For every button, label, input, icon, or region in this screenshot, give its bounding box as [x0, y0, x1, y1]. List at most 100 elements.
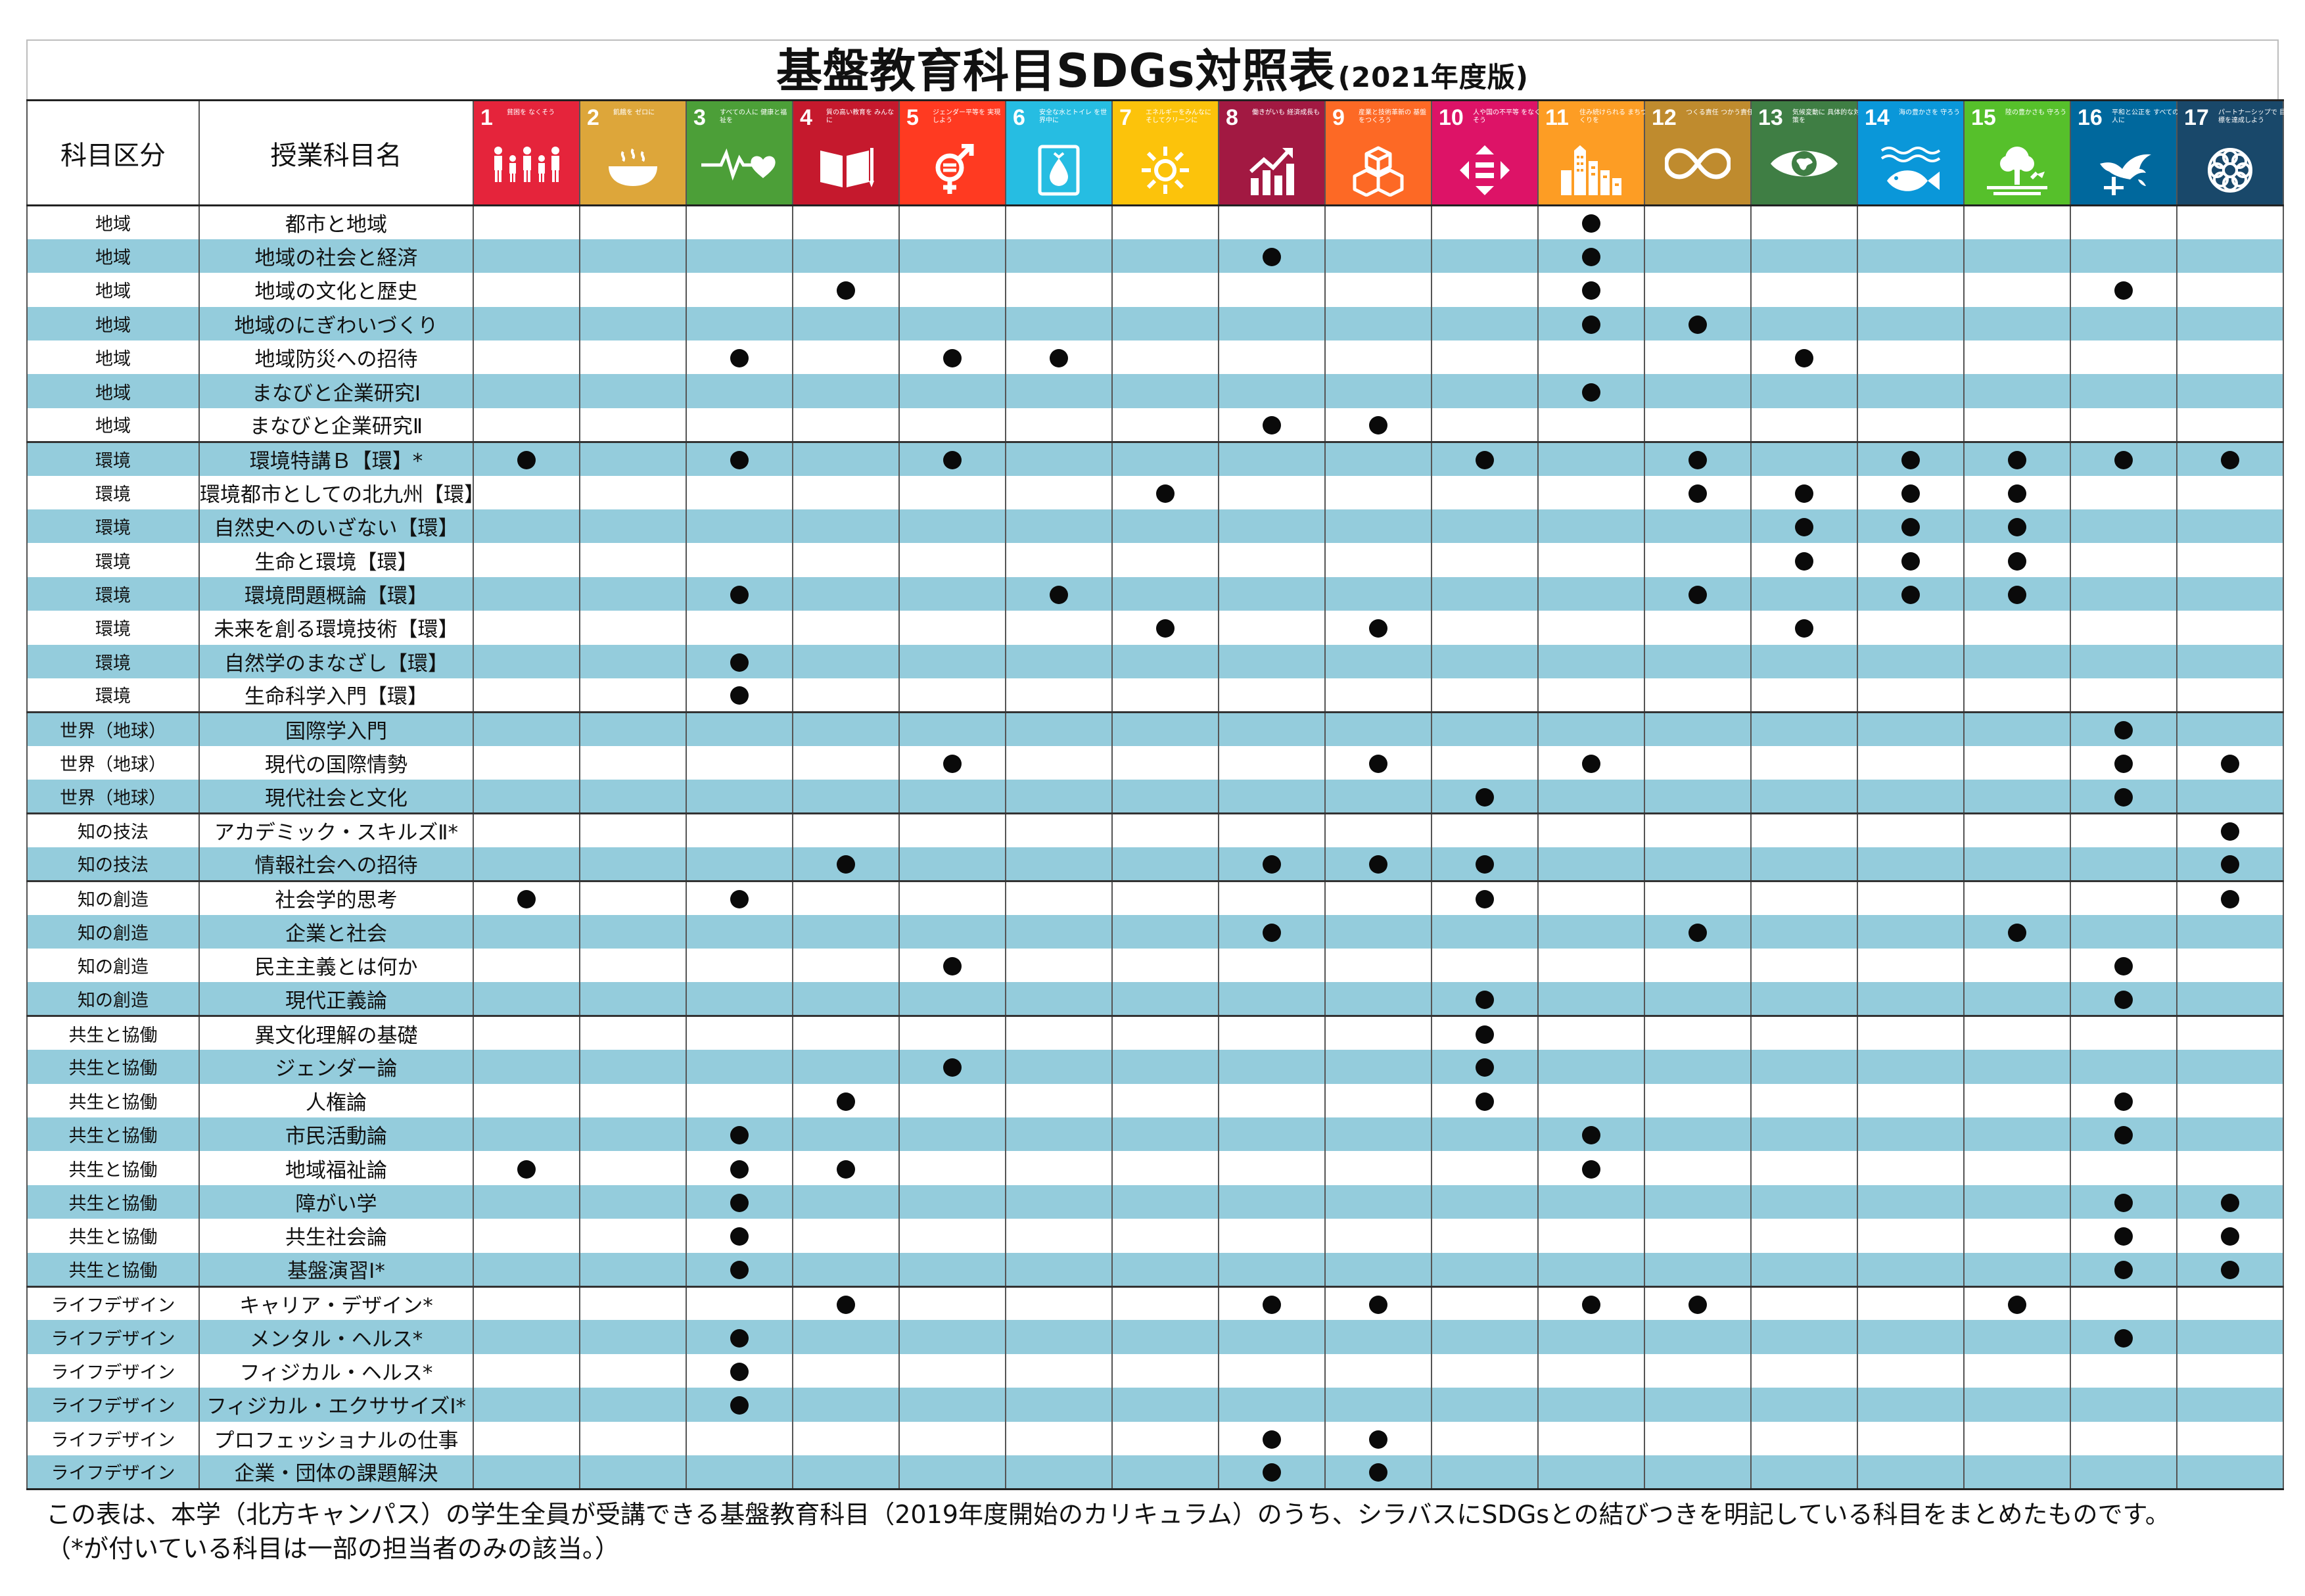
course-name-cell: 環境特講Ｂ【環】* [198, 440, 474, 476]
goal-cell-4 [792, 611, 900, 645]
goal-cell-12 [1644, 812, 1752, 847]
mark-dot [1369, 1463, 1387, 1482]
goal-cell-4 [792, 509, 900, 544]
goal-cell-13 [1750, 644, 1858, 678]
footnote: この表は、本学（北方キャンパス）の学生全員が受講できる基盤教育科目（2019年度… [46, 1497, 2170, 1566]
mark-dot [1369, 855, 1387, 874]
goal-cell-12 [1644, 1353, 1752, 1388]
goal-cell-17 [2176, 543, 2284, 577]
goal-cell-15 [1963, 1117, 2071, 1152]
goal-cell-9 [1324, 306, 1432, 341]
mark-dot [1582, 214, 1600, 233]
goal-cell-17 [2176, 1185, 2284, 1219]
table-row: 環境 生命科学入門【環】 [26, 678, 2284, 713]
goal-cell-11 [1537, 239, 1645, 273]
goal-number: 9 [1332, 105, 1345, 130]
goal-cell-3 [686, 340, 793, 375]
goal-cell-17 [2176, 812, 2284, 847]
course-name-cell: 社会学的思考 [198, 880, 474, 915]
goal-label: 海の豊かさを 守ろう [1899, 109, 1961, 116]
goal-cell-8 [1218, 780, 1326, 814]
header-goal-12: 12 つくる責任 つかう責任 [1644, 99, 1754, 206]
goal-cell-2 [579, 543, 687, 577]
goal-cell-16 [2070, 1151, 2177, 1185]
goal-cell-1 [473, 1219, 580, 1253]
goal-cell-16 [2070, 1252, 2177, 1286]
category-cell: ライフデザイン [26, 1285, 200, 1321]
course-name-cell: 都市と地域 [198, 205, 474, 239]
goal-cell-13 [1750, 1185, 1858, 1219]
goal-cell-9 [1324, 374, 1432, 408]
mark-dot [1369, 1430, 1387, 1449]
mark-dot [2008, 552, 2026, 571]
goal-cell-1 [473, 576, 580, 611]
goal-cell-6 [1005, 374, 1113, 408]
equality-icon [1432, 144, 1537, 198]
goal-cell-5 [898, 1353, 1006, 1388]
goal-cell-1 [473, 205, 580, 239]
goal-cell-16 [2070, 205, 2177, 239]
table-row: 地域 地域防災への招待 [26, 340, 2284, 375]
goal-cell-6 [1005, 205, 1113, 239]
goal-cell-1 [473, 711, 580, 746]
goal-cell-1 [473, 880, 580, 915]
goal-cell-16 [2070, 847, 2177, 881]
goal-cell-16 [2070, 611, 2177, 645]
goal-cell-12 [1644, 1083, 1752, 1118]
goal-cell-14 [1857, 611, 1965, 645]
goal-cell-16 [2070, 644, 2177, 678]
goal-cell-17 [2176, 745, 2284, 780]
goal-cell-10 [1431, 1015, 1539, 1050]
goal-cell-8 [1218, 1320, 1326, 1354]
category-cell: 共生と協働 [26, 1219, 200, 1253]
goal-cell-4 [792, 982, 900, 1016]
category-cell: 環境 [26, 509, 200, 544]
goal-cell-8 [1218, 1252, 1326, 1286]
goal-number: 14 [1865, 105, 1890, 130]
goal-cell-15 [1963, 949, 2071, 983]
goal-cell-2 [579, 440, 687, 476]
goal-cell-13 [1750, 949, 1858, 983]
mark-dot [1582, 248, 1600, 267]
goal-cell-2 [579, 273, 687, 307]
goal-label: 陸の豊かさも 守ろう [2005, 109, 2067, 116]
goal-cell-14 [1857, 1421, 1965, 1455]
mark-dot [1263, 416, 1281, 435]
goal-cell-9 [1324, 1151, 1432, 1185]
goal-label: パートナーシップで 目標を達成しよう [2218, 109, 2286, 124]
goal-cell-7 [1111, 239, 1219, 273]
goal-cell-9 [1324, 644, 1432, 678]
course-name-cell: 企業と社会 [198, 914, 474, 949]
goal-cell-8 [1218, 340, 1326, 375]
category-cell: 環境 [26, 678, 200, 713]
goal-cell-6 [1005, 644, 1113, 678]
goal-cell-13 [1750, 982, 1858, 1016]
goal-cell-13 [1750, 509, 1858, 544]
goal-cell-6 [1005, 1353, 1113, 1388]
goal-cell-11 [1537, 678, 1645, 713]
goal-cell-12 [1644, 982, 1752, 1016]
goal-cell-3 [686, 408, 793, 442]
goal-cell-3 [686, 914, 793, 949]
goal-cell-4 [792, 812, 900, 847]
goal-cell-8 [1218, 509, 1326, 544]
goal-cell-14 [1857, 1050, 1965, 1084]
category-cell: 地域 [26, 205, 200, 239]
goal-cell-7 [1111, 711, 1219, 746]
goal-cell-14 [1857, 1117, 1965, 1152]
goal-cell-17 [2176, 1388, 2284, 1422]
goal-cell-15 [1963, 1285, 2071, 1321]
header-course: 授業科目名 [198, 99, 474, 206]
goal-cell-9 [1324, 880, 1432, 915]
category-cell: 共生と協働 [26, 1252, 200, 1286]
goal-cell-1 [473, 440, 580, 476]
goal-cell-3 [686, 543, 793, 577]
goal-cell-6 [1005, 543, 1113, 577]
goal-cell-9 [1324, 780, 1432, 814]
goal-cell-4 [792, 408, 900, 442]
mark-dot [2008, 585, 2026, 604]
goal-cell-6 [1005, 949, 1113, 983]
goal-cell-13 [1750, 306, 1858, 341]
mark-dot [943, 754, 962, 773]
goal-cell-8 [1218, 239, 1326, 273]
